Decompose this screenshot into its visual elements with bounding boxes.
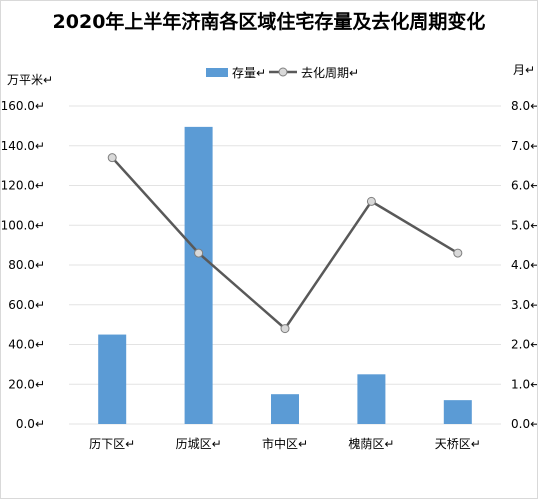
y-tick-label-right: 6.0↵	[511, 179, 537, 193]
x-tick-label: 历城区↵	[176, 437, 222, 451]
y-tick-label-left: 120.0↵	[1, 179, 45, 193]
y-tick-label-left: 40.0↵	[8, 338, 45, 352]
y-tick-label-left: 0.0↵	[16, 417, 45, 431]
y-tick-label-right: 2.0↵	[511, 338, 537, 352]
series-point	[453, 248, 463, 258]
series-point	[366, 196, 376, 206]
y-axis-label-left: 万平米↵	[7, 73, 53, 87]
bar	[184, 126, 213, 425]
legend-swatch-bar	[206, 68, 228, 77]
y-tick-label-left: 80.0↵	[8, 258, 45, 272]
x-tick-label: 槐荫区↵	[348, 436, 394, 451]
x-tick-label: 天桥区↵	[435, 437, 481, 451]
legend-swatch-marker	[278, 67, 288, 77]
y-tick-label-left: 160.0↵	[1, 99, 45, 113]
chart-title: 2020年上半年济南各区域住宅存量及去化周期变化	[52, 11, 486, 33]
y-tick-label-right: 4.0↵	[511, 258, 537, 272]
legend-label-bar: 存量↵	[232, 66, 266, 80]
legend-label-line: 去化周期↵	[301, 66, 359, 80]
y-tick-label-left: 60.0↵	[8, 298, 45, 312]
x-tick-label: 历下区↵	[89, 437, 135, 451]
x-tick-label: 市中区↵	[262, 436, 308, 451]
series-point	[107, 153, 117, 163]
y-tick-label-left: 20.0↵	[8, 377, 45, 391]
y-tick-label-left: 140.0↵	[1, 139, 45, 153]
y-tick-label-right: 7.0↵	[511, 139, 537, 153]
bar	[357, 374, 386, 424]
y-tick-label-left: 100.0↵	[1, 218, 45, 232]
bar	[271, 394, 299, 424]
y-tick-label-right: 0.0↵	[511, 417, 537, 431]
series-point	[280, 324, 290, 334]
y-tick-label-right: 1.0↵	[511, 377, 537, 391]
bar	[98, 334, 127, 424]
y-tick-label-right: 5.0↵	[511, 218, 537, 232]
series-line	[111, 156, 459, 331]
y-tick-label-right: 3.0↵	[511, 298, 537, 312]
y-axis-label-right: 月↵	[513, 63, 535, 77]
bar	[443, 400, 472, 424]
series-point	[194, 248, 204, 258]
y-tick-label-right: 8.0↵	[511, 99, 537, 113]
